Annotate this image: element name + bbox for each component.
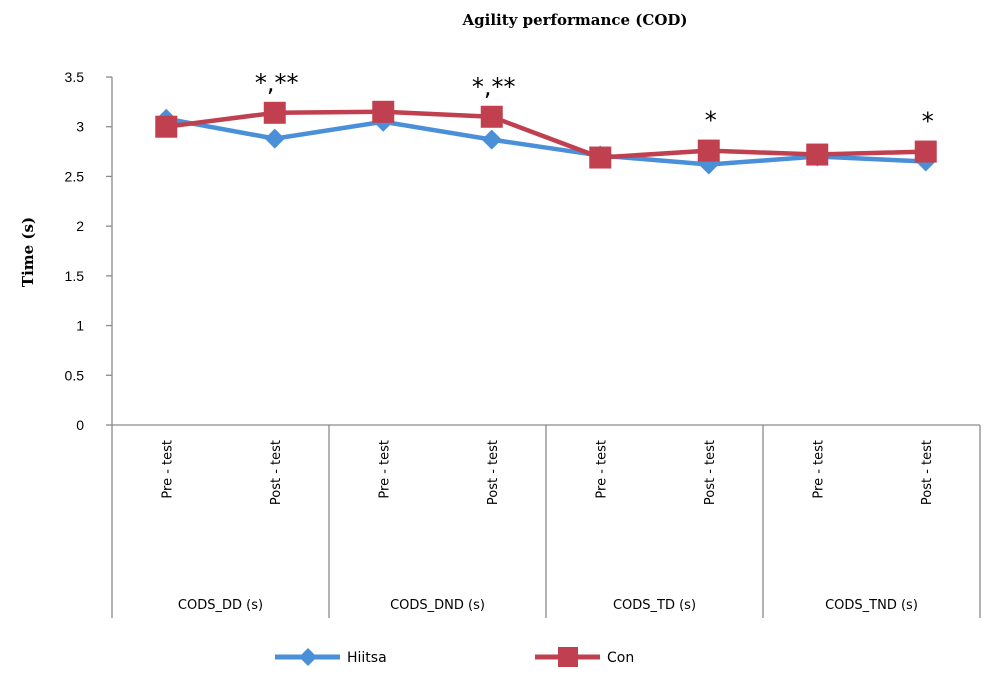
data-point-square — [263, 101, 286, 124]
data-point-square — [558, 647, 578, 667]
x-category-label: Pre - test — [594, 440, 609, 499]
series-layer — [155, 100, 937, 175]
axes — [111, 77, 981, 618]
series-line — [165, 109, 926, 160]
data-point-square — [806, 143, 829, 166]
x-group-label: CODS_TND (s) — [825, 598, 918, 613]
legend-item-con: Con — [535, 647, 634, 667]
y-tick-label: 0 — [76, 417, 84, 433]
y-tick-label: 0.5 — [65, 367, 85, 383]
x-category-label: Post - test — [269, 440, 284, 505]
x-category-label: Pre - test — [377, 440, 392, 499]
significance-marker: * — [922, 108, 934, 136]
data-point-square — [589, 146, 612, 169]
legend-label: Hiitsa — [347, 650, 387, 666]
x-group-label: CODS_DD (s) — [178, 598, 263, 613]
series-line — [165, 116, 926, 167]
data-point-square — [914, 140, 937, 163]
y-tick-label: 2 — [76, 218, 84, 234]
x-category-label: Post - test — [703, 440, 718, 505]
data-point-diamond — [481, 129, 502, 150]
legend: Hiitsa Con — [275, 647, 634, 667]
x-group-label: CODS_TD (s) — [613, 598, 696, 613]
data-point-square — [480, 105, 503, 128]
data-point-diamond — [299, 648, 317, 666]
y-tick-label: 1.5 — [65, 268, 85, 284]
y-tick-label: 1 — [76, 318, 84, 334]
data-point-diamond — [264, 128, 285, 149]
y-tick-label: 3 — [76, 119, 84, 135]
legend-label: Con — [607, 650, 634, 666]
data-point-square — [155, 115, 178, 138]
significance-marker: *,** — [255, 69, 299, 97]
x-category-label: Post - test — [920, 440, 935, 505]
chart-title: Agility performance (COD) — [462, 11, 688, 29]
data-point-square — [372, 100, 395, 123]
x-group-label: CODS_DND (s) — [390, 598, 485, 613]
y-axis-label: Time (s) — [19, 217, 37, 287]
x-category-label: Post - test — [486, 440, 501, 505]
x-category-label: Pre - test — [160, 440, 175, 499]
y-tick-label: 2.5 — [65, 168, 85, 184]
significance-marker: *,** — [472, 73, 516, 101]
legend-item-hiitsa: Hiitsa — [275, 648, 387, 666]
data-point-square — [697, 139, 720, 162]
series-con — [155, 100, 937, 169]
significance-annotations: *,** *,** * * — [255, 69, 934, 136]
significance-marker: * — [705, 107, 717, 135]
x-axis-categories: Pre - test Post - test Pre - test Post - te… — [160, 440, 935, 613]
y-axis-ticks: 0 0.5 1 1.5 2 2.5 3 3.5 — [65, 69, 112, 433]
x-category-label: Pre - test — [811, 440, 826, 499]
y-tick-label: 3.5 — [65, 69, 85, 85]
